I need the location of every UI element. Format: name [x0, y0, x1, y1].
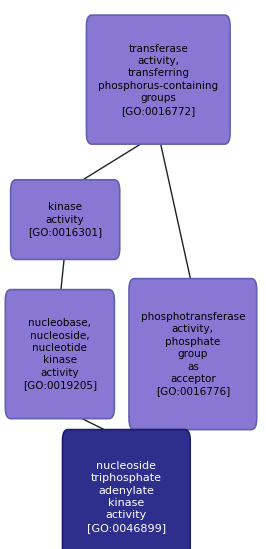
FancyBboxPatch shape: [63, 429, 190, 549]
FancyBboxPatch shape: [129, 279, 257, 429]
Text: phosphotransferase
activity,
phosphate
group
as
acceptor
[GO:0016776]: phosphotransferase activity, phosphate g…: [141, 312, 245, 396]
Text: transferase
activity,
transferring
phosphorus-containing
groups
[GO:0016772]: transferase activity, transferring phosp…: [98, 43, 218, 116]
FancyBboxPatch shape: [11, 180, 120, 260]
FancyBboxPatch shape: [86, 15, 230, 144]
Text: nucleoside
triphosphate
adenylate
kinase
activity
[GO:0046899]: nucleoside triphosphate adenylate kinase…: [87, 461, 166, 533]
Text: kinase
activity
[GO:0016301]: kinase activity [GO:0016301]: [28, 202, 102, 237]
Text: nucleobase,
nucleoside,
nucleotide
kinase
activity
[GO:0019205]: nucleobase, nucleoside, nucleotide kinas…: [23, 318, 97, 390]
FancyBboxPatch shape: [5, 290, 114, 418]
